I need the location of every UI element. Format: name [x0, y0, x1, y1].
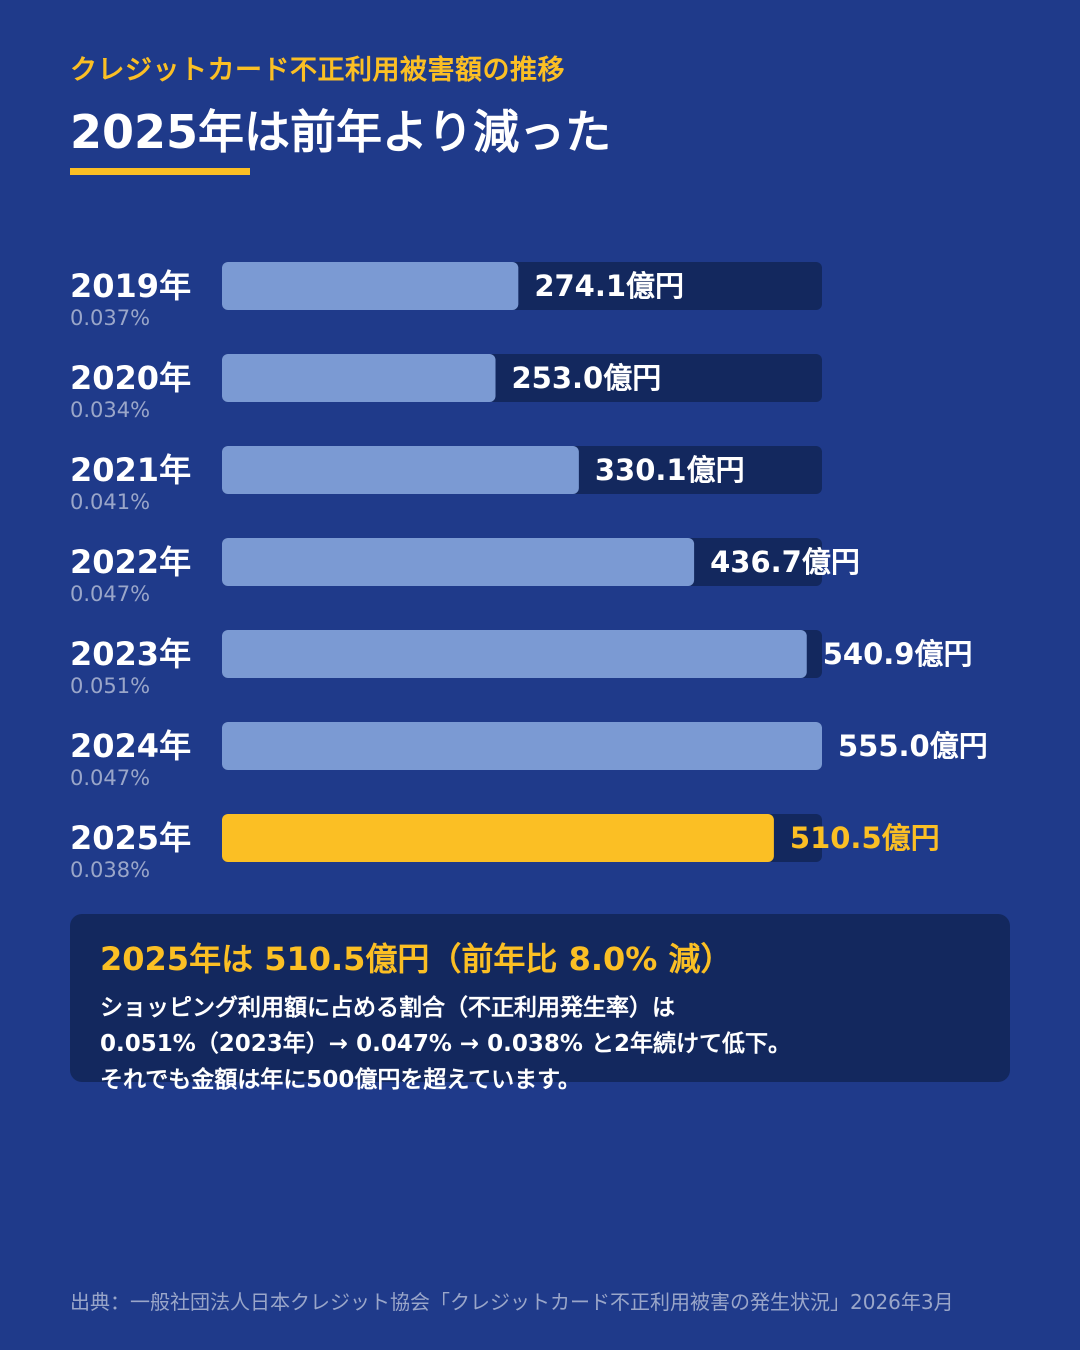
year-label: 2024年 [70, 727, 191, 765]
value-label: 330.1億円 [595, 453, 745, 487]
value-label: 510.5億円 [790, 821, 940, 855]
rate-label: 0.037% [70, 306, 150, 330]
bar [222, 722, 822, 770]
year-label: 2019年 [70, 267, 191, 305]
bar [222, 538, 695, 586]
rate-label: 0.034% [70, 398, 150, 422]
value-label: 274.1億円 [534, 269, 684, 303]
year-label: 2025年 [70, 819, 191, 857]
rate-label: 0.041% [70, 490, 150, 514]
value-label: 253.0億円 [512, 361, 662, 395]
callout-body: ショッピング利用額に占める割合（不正利用発生率）は 0.051%（2023年）→… [100, 990, 980, 1098]
year-label: 2023年 [70, 635, 191, 673]
bar [222, 446, 579, 494]
bar [222, 354, 496, 402]
callout-headline: 2025年は 510.5億円（前年比 8.0% 減） [100, 940, 733, 978]
bar [222, 262, 519, 310]
value-label: 540.9億円 [823, 637, 973, 671]
bar [222, 630, 807, 678]
source-note: 出典：一般社団法人日本クレジット協会「クレジットカード不正利用被害の発生状況」2… [70, 1290, 954, 1314]
rate-label: 0.038% [70, 858, 150, 882]
rate-label: 0.047% [70, 766, 150, 790]
summary-callout: 2025年は 510.5億円（前年比 8.0% 減） ショッピング利用額に占める… [70, 914, 1010, 1093]
title-underline [70, 168, 250, 175]
rate-label: 0.047% [70, 582, 150, 606]
value-label: 555.0億円 [838, 729, 988, 763]
callout-line-3: それでも金額は年に500億円を超えています。 [100, 1067, 581, 1093]
rate-label: 0.051% [70, 674, 150, 698]
year-label: 2020年 [70, 359, 191, 397]
callout-line-1: ショッピング利用額に占める割合（不正利用発生率）は [100, 995, 675, 1021]
year-label: 2021年 [70, 451, 191, 489]
value-label: 436.7億円 [710, 545, 860, 579]
bar [222, 814, 774, 862]
page-title: 2025年は前年より減った [70, 105, 612, 159]
year-label: 2022年 [70, 543, 191, 581]
callout-line-2: 0.051%（2023年）→ 0.047% → 0.038% と2年続けて低下。 [100, 1031, 791, 1057]
kicker: クレジットカード不正利用被害額の推移 [70, 55, 565, 86]
